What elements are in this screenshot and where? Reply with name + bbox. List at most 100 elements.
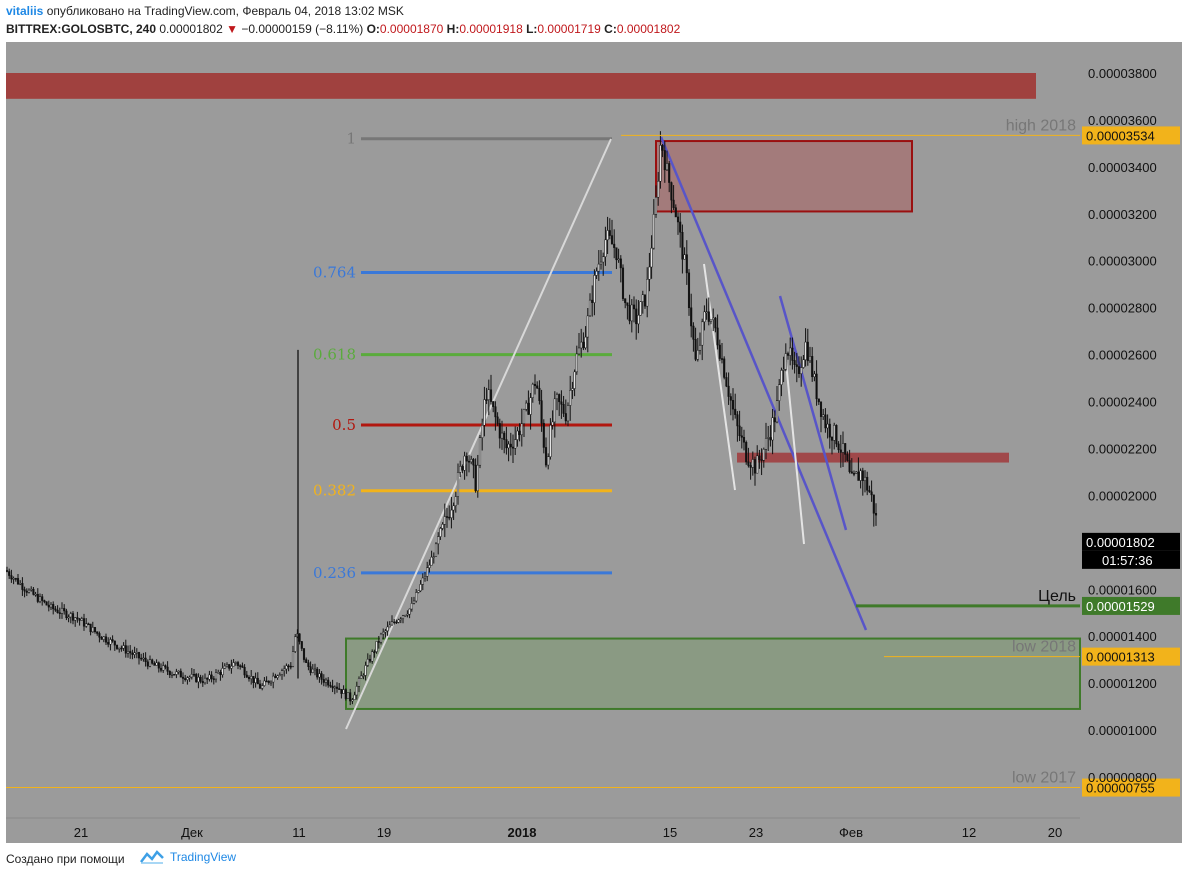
candle-body: [406, 613, 409, 616]
y-tick-label: 0.00000800: [1088, 770, 1157, 785]
candle-body: [397, 619, 400, 623]
candle-body: [712, 317, 715, 321]
candle-body: [265, 680, 268, 683]
candle-body: [269, 681, 273, 684]
candles-group[interactable]: [6, 131, 878, 706]
x-tick-label: 11: [292, 825, 306, 840]
candle-body: [164, 665, 167, 668]
candle-body: [793, 360, 796, 365]
fib-label: 0.764: [313, 263, 356, 281]
candle-body: [461, 466, 464, 471]
candle-body: [652, 214, 655, 249]
candle-body: [65, 610, 68, 618]
candle-body: [817, 398, 820, 403]
candle-body: [241, 665, 244, 668]
candle-body: [364, 665, 367, 676]
zone-demand-box[interactable]: [345, 637, 1081, 710]
candle-body: [155, 662, 158, 666]
candle-body: [423, 576, 427, 579]
candle-body: [586, 315, 589, 338]
candle-body: [353, 694, 356, 700]
candle-body: [148, 659, 152, 667]
candle-body: [547, 456, 550, 466]
last-price: 0.00001802: [159, 22, 223, 36]
candle-body: [91, 627, 94, 633]
fib-trend-line[interactable]: [345, 138, 612, 730]
candle-body: [573, 371, 576, 389]
chart-area[interactable]: 1 0.764 0.618 0.5 0.382 0.236 high 2018 0.0000…: [6, 42, 1182, 843]
candle-body: [846, 454, 849, 461]
candle-body: [613, 243, 616, 248]
close-value: 0.00001802: [616, 22, 681, 36]
candle-body: [6, 570, 9, 572]
candle-body: [437, 536, 440, 545]
candle-body: [621, 267, 625, 299]
y-tick-label: 0.00001000: [1088, 723, 1157, 738]
candle-body: [529, 397, 532, 415]
candle-body: [564, 413, 567, 422]
candle-body: [769, 437, 772, 441]
fib-label: 0.5: [332, 416, 356, 434]
candle-body: [665, 163, 669, 171]
candle-body: [225, 664, 229, 667]
candle-body: [723, 358, 726, 378]
tradingview-link[interactable]: TradingView: [140, 850, 236, 864]
candle-body: [261, 685, 264, 689]
candle-body: [12, 578, 15, 580]
candle-body: [778, 384, 781, 401]
zone-supply-box[interactable]: [655, 140, 913, 213]
candle-body: [835, 425, 838, 445]
candle-body: [228, 664, 231, 669]
candle-body: [531, 383, 534, 398]
candle-body: [87, 623, 90, 626]
candle-body: [43, 600, 46, 603]
candle-body: [806, 341, 809, 362]
candle-body: [74, 617, 77, 621]
candle-body: [388, 624, 391, 628]
candle-body: [791, 347, 794, 361]
candle-body: [316, 668, 319, 678]
candle-body: [439, 528, 442, 537]
candle-body: [305, 659, 308, 663]
candle-body: [474, 464, 477, 492]
candle-body: [82, 618, 86, 627]
candle-body: [210, 674, 213, 679]
candle-body: [129, 651, 132, 654]
candle-body: [485, 399, 488, 401]
candle-body: [170, 674, 174, 676]
candle-body: [767, 437, 770, 439]
level-price: 0.00000755: [1086, 781, 1155, 796]
open-label: O:: [366, 22, 380, 36]
candle-body: [404, 614, 407, 617]
candle-body: [137, 652, 141, 659]
candle-body: [38, 596, 42, 602]
candle-body: [643, 294, 647, 307]
candle-body: [571, 388, 574, 391]
candle-body: [142, 657, 145, 660]
price-chart[interactable]: 1 0.764 0.618 0.5 0.382 0.236 high 2018 0.0000…: [6, 42, 1182, 843]
symbol-label[interactable]: BITTREX:GOLOSBTC, 240: [6, 22, 157, 36]
candle-body: [417, 590, 420, 593]
candle-body: [844, 443, 847, 455]
y-tick-label: 0.00003400: [1088, 160, 1157, 175]
candle-body: [309, 666, 312, 673]
candle-body: [749, 465, 752, 468]
author-link[interactable]: vitaliis: [6, 4, 44, 18]
trend-line-down-2[interactable]: [778, 295, 848, 531]
candle-body: [863, 476, 867, 482]
candle-body: [859, 470, 862, 481]
candle-body: [692, 325, 695, 340]
trend-line-light-2[interactable]: [785, 361, 805, 545]
candle-body: [575, 353, 578, 373]
candle-body: [703, 311, 706, 323]
candle-body: [412, 600, 416, 604]
candle-body: [544, 447, 548, 466]
candle-body: [186, 677, 189, 681]
level-name: high 2018: [1006, 117, 1076, 134]
candle-body: [606, 230, 609, 241]
level-price: 0.00003534: [1086, 128, 1155, 143]
zone-mid-resistance[interactable]: [737, 452, 1009, 463]
candle-body: [861, 470, 864, 482]
zone-top-resistance[interactable]: [6, 73, 1036, 99]
trend-line-down-1[interactable]: [659, 136, 868, 631]
